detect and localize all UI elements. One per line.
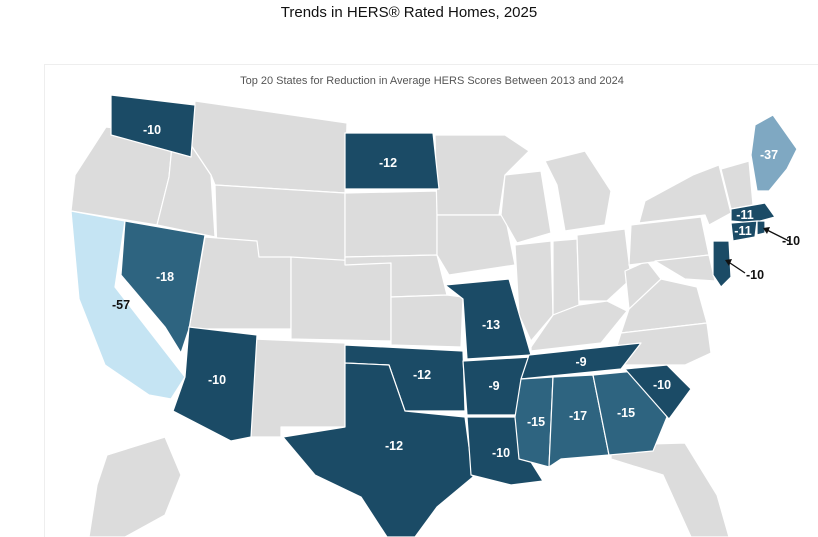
state-label-ca: -57: [112, 298, 130, 312]
ri-leader-arrowhead: [763, 227, 770, 234]
state-label-nj: -10: [746, 268, 764, 282]
state-label-nd: -12: [379, 156, 397, 170]
state-label-ok: -12: [413, 368, 431, 382]
state-az: [172, 326, 258, 442]
state-al: [548, 374, 610, 468]
state-ks: [390, 294, 464, 348]
state-label-ri: -10: [782, 234, 800, 248]
state-mi: [544, 150, 612, 232]
state-label-al: -17: [569, 409, 587, 423]
state-label-ct: -11: [734, 224, 751, 238]
state-md-de: [654, 254, 716, 282]
state-il: [514, 240, 554, 342]
state-nj: [712, 240, 732, 288]
state-label-mo: -13: [482, 318, 500, 332]
state-label-ms: -15: [527, 415, 545, 429]
state-label-tn: -9: [575, 355, 586, 369]
state-ms: [514, 376, 554, 468]
state-fl: [610, 442, 730, 537]
state-label-tx: -12: [385, 439, 403, 453]
map-panel: Top 20 States for Reduction in Average H…: [44, 64, 818, 537]
state-ct: [730, 220, 758, 242]
state-in: [552, 238, 580, 316]
state-me: [750, 114, 798, 192]
state-label-wa: -10: [143, 123, 161, 137]
page-title: Trends in HERS® Rated Homes, 2025: [280, 4, 538, 21]
state-ak: [88, 436, 182, 537]
state-nd: [344, 132, 440, 190]
state-sd: [344, 190, 438, 258]
other-states-layer: [70, 100, 754, 537]
state-label-nv: -18: [156, 270, 174, 284]
state-sc: [624, 364, 692, 420]
nj-leader-arrowhead: [725, 259, 732, 266]
state-tn: [520, 342, 642, 380]
state-mo: [444, 278, 532, 360]
highlighted-states-layer: [70, 94, 798, 537]
state-ri: [756, 220, 766, 236]
state-wa: [110, 94, 196, 158]
ri-leader-line: [764, 228, 790, 242]
state-label-me: -37: [760, 148, 778, 162]
state-ma: [730, 202, 776, 224]
state-nv: [120, 220, 206, 354]
callout-lines: [725, 227, 790, 274]
state-label-sc: -10: [653, 378, 671, 392]
state-tx: [282, 362, 474, 537]
state-label-la: -10: [492, 446, 510, 460]
state-oh: [576, 228, 632, 302]
state-label-ga: -15: [617, 406, 635, 420]
state-wi: [500, 170, 552, 244]
state-ia: [436, 214, 516, 276]
state-co: [290, 256, 392, 342]
state-label-ma: -11: [736, 208, 753, 222]
map-title: Top 20 States for Reduction in Average H…: [240, 75, 624, 87]
state-label-az: -10: [208, 373, 226, 387]
state-ky: [530, 300, 628, 352]
us-map: -10 -12 -37 -11 -11 -10 -10 -18 -57 -13 …: [70, 94, 800, 537]
state-label-ar: -9: [488, 379, 499, 393]
state-mt: [190, 100, 348, 194]
value-labels: -10 -12 -37 -11 -11 -10 -10 -18 -57 -13 …: [112, 123, 800, 460]
state-ny: [638, 164, 732, 226]
state-ca: [70, 210, 186, 400]
state-va: [620, 278, 708, 334]
state-nm: [250, 338, 346, 438]
